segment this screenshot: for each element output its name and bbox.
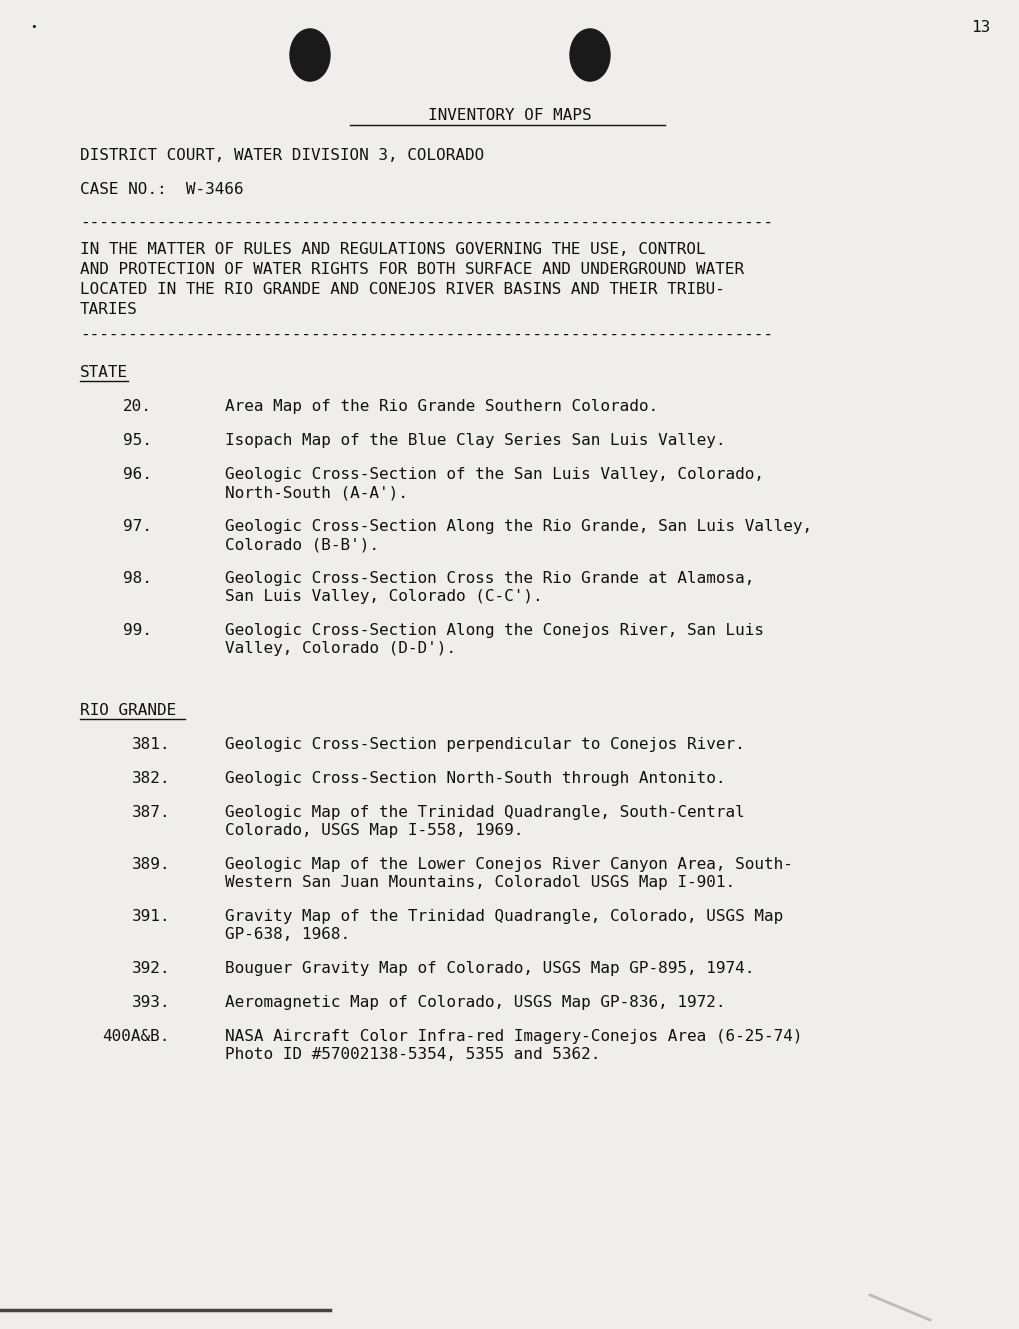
Text: Geologic Cross-Section perpendicular to Conejos River.: Geologic Cross-Section perpendicular to … <box>225 738 744 752</box>
Text: Area Map of the Rio Grande Southern Colorado.: Area Map of the Rio Grande Southern Colo… <box>225 399 657 415</box>
Text: Geologic Cross-Section Cross the Rio Grande at Alamosa,: Geologic Cross-Section Cross the Rio Gra… <box>225 571 754 586</box>
Text: LOCATED IN THE RIO GRANDE AND CONEJOS RIVER BASINS AND THEIR TRIBU-: LOCATED IN THE RIO GRANDE AND CONEJOS RI… <box>79 282 725 296</box>
Text: Geologic Cross-Section of the San Luis Valley, Colorado,: Geologic Cross-Section of the San Luis V… <box>225 466 763 482</box>
Ellipse shape <box>289 29 330 81</box>
Text: 96.: 96. <box>123 466 152 482</box>
Text: ------------------------------------------------------------------------: ----------------------------------------… <box>79 215 772 230</box>
Text: North-South (A-A').: North-South (A-A'). <box>225 485 408 500</box>
Text: Photo ID #57002138-5354, 5355 and 5362.: Photo ID #57002138-5354, 5355 and 5362. <box>225 1047 600 1062</box>
Text: San Luis Valley, Colorado (C-C').: San Luis Valley, Colorado (C-C'). <box>225 589 542 603</box>
Text: IN THE MATTER OF RULES AND REGULATIONS GOVERNING THE USE, CONTROL: IN THE MATTER OF RULES AND REGULATIONS G… <box>79 242 705 256</box>
Text: 13: 13 <box>970 20 989 35</box>
Text: 392.: 392. <box>131 961 170 975</box>
Text: 393.: 393. <box>131 995 170 1010</box>
Text: 391.: 391. <box>131 909 170 924</box>
Text: TARIES: TARIES <box>79 302 138 318</box>
Text: Geologic Cross-Section Along the Rio Grande, San Luis Valley,: Geologic Cross-Section Along the Rio Gra… <box>225 520 811 534</box>
Text: STATE: STATE <box>79 365 128 380</box>
Text: Colorado (B-B').: Colorado (B-B'). <box>225 537 379 552</box>
Text: 400A&B.: 400A&B. <box>103 1029 170 1045</box>
Text: Colorado, USGS Map I-558, 1969.: Colorado, USGS Map I-558, 1969. <box>225 823 523 839</box>
Text: 20.: 20. <box>123 399 152 415</box>
Text: 95.: 95. <box>123 433 152 448</box>
Text: NASA Aircraft Color Infra-red Imagery-Conejos Area (6-25-74): NASA Aircraft Color Infra-red Imagery-Co… <box>225 1029 802 1045</box>
Text: 98.: 98. <box>123 571 152 586</box>
Text: ------------------------------------------------------------------------: ----------------------------------------… <box>79 327 772 342</box>
Text: Isopach Map of the Blue Clay Series San Luis Valley.: Isopach Map of the Blue Clay Series San … <box>225 433 725 448</box>
Text: 382.: 382. <box>131 771 170 785</box>
Text: GP-638, 1968.: GP-638, 1968. <box>225 928 350 942</box>
Text: DISTRICT COURT, WATER DIVISION 3, COLORADO: DISTRICT COURT, WATER DIVISION 3, COLORA… <box>79 148 484 163</box>
Text: Geologic Map of the Lower Conejos River Canyon Area, South-: Geologic Map of the Lower Conejos River … <box>225 857 792 872</box>
Text: AND PROTECTION OF WATER RIGHTS FOR BOTH SURFACE AND UNDERGROUND WATER: AND PROTECTION OF WATER RIGHTS FOR BOTH … <box>79 262 744 276</box>
Text: Geologic Map of the Trinidad Quadrangle, South-Central: Geologic Map of the Trinidad Quadrangle,… <box>225 805 744 820</box>
Text: RIO GRANDE: RIO GRANDE <box>79 703 176 718</box>
Text: Geologic Cross-Section Along the Conejos River, San Luis: Geologic Cross-Section Along the Conejos… <box>225 623 763 638</box>
Text: Western San Juan Mountains, Coloradol USGS Map I-901.: Western San Juan Mountains, Coloradol US… <box>225 874 735 890</box>
Text: 97.: 97. <box>123 520 152 534</box>
Text: Bouguer Gravity Map of Colorado, USGS Map GP-895, 1974.: Bouguer Gravity Map of Colorado, USGS Ma… <box>225 961 754 975</box>
Text: Aeromagnetic Map of Colorado, USGS Map GP-836, 1972.: Aeromagnetic Map of Colorado, USGS Map G… <box>225 995 725 1010</box>
Text: 381.: 381. <box>131 738 170 752</box>
Text: •: • <box>30 23 37 32</box>
Ellipse shape <box>570 29 609 81</box>
Text: Geologic Cross-Section North-South through Antonito.: Geologic Cross-Section North-South throu… <box>225 771 725 785</box>
Text: 99.: 99. <box>123 623 152 638</box>
Text: CASE NO.:  W-3466: CASE NO.: W-3466 <box>79 182 244 197</box>
Text: 387.: 387. <box>131 805 170 820</box>
Text: Gravity Map of the Trinidad Quadrangle, Colorado, USGS Map: Gravity Map of the Trinidad Quadrangle, … <box>225 909 783 924</box>
Text: Valley, Colorado (D-D').: Valley, Colorado (D-D'). <box>225 641 455 657</box>
Text: INVENTORY OF MAPS: INVENTORY OF MAPS <box>428 108 591 124</box>
Text: 389.: 389. <box>131 857 170 872</box>
